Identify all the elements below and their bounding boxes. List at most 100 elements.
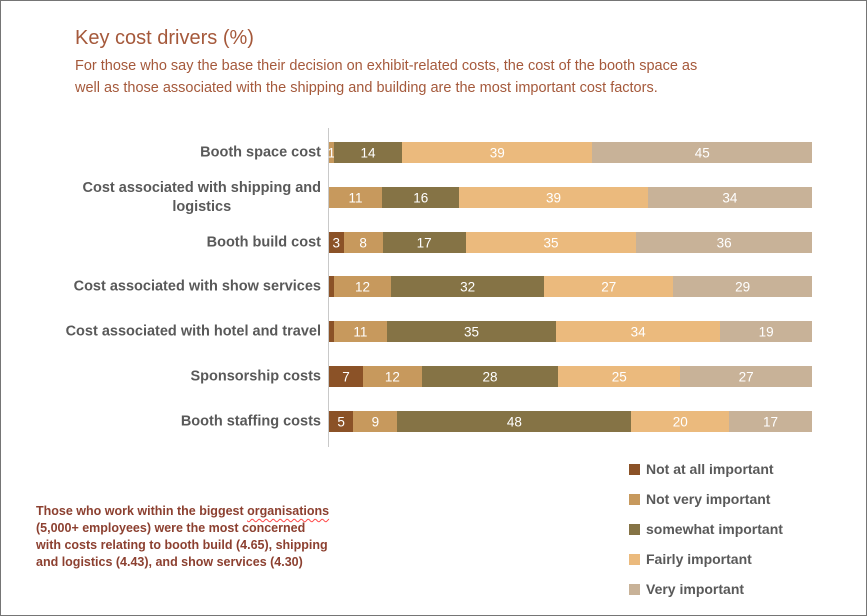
legend-item: somewhat important — [629, 520, 783, 538]
bar-segment: 14 — [333, 142, 403, 163]
bar-row: 11 16 39 34 — [329, 187, 812, 208]
footnote-text-start: Those who work within the biggest — [36, 504, 248, 518]
category-label: Booth staffing costs — [180, 413, 321, 429]
legend-item: Very important — [629, 580, 783, 598]
footnote-misspelled-word: organisations — [247, 504, 330, 518]
bar-segment: 32 — [391, 276, 545, 297]
category-label: Booth space cost — [200, 144, 321, 160]
legend-swatch-icon — [629, 523, 640, 535]
bar-segment-value-label: 39 — [489, 145, 505, 160]
category-label: Cost associated with shipping and logist… — [82, 179, 321, 215]
chart-title: Key cost drivers (%) — [75, 27, 254, 49]
legend-item: Not at all important — [629, 460, 783, 478]
bar-segment-value-label: 9 — [371, 414, 380, 429]
bar-segment-value-label: 28 — [482, 369, 498, 384]
bar-segment-value-label: 45 — [694, 145, 710, 160]
bar-segment: 25 — [558, 366, 681, 387]
bar-segment: 11 — [329, 187, 383, 208]
bar-segment-value-label: 39 — [546, 190, 562, 205]
bar-segment: 12 — [363, 366, 422, 387]
bar-segment-value-label: 7 — [342, 369, 350, 384]
bar-segment-value-label: 34 — [722, 190, 738, 205]
bar-segment-value-label: 19 — [758, 324, 774, 339]
bar-row: 5 9 48 20 17 — [329, 411, 812, 432]
legend-item: Fairly important — [629, 550, 783, 568]
bar-segment — [329, 321, 334, 342]
legend: Not at all important Not very important so… — [629, 460, 783, 598]
bar-row: 12 32 27 29 — [329, 276, 812, 297]
legend-label: Not very important — [646, 491, 771, 507]
chart-subtitle: For those who say the base their decisio… — [75, 58, 698, 96]
legend-swatch-icon — [629, 583, 640, 595]
bar-segment-value-label: 48 — [506, 414, 522, 429]
bar-segment: 3 — [329, 232, 344, 253]
legend-label: somewhat important — [646, 521, 783, 537]
bar-segment: 9 — [353, 411, 398, 432]
bar-segment-value-label: 27 — [601, 279, 617, 294]
footnote-text-end: (5,000+ employees) were the most concern… — [36, 521, 328, 569]
bar-segment-value-label: 27 — [738, 369, 754, 384]
bar-segment: 20 — [631, 411, 730, 432]
bar-segment: 1 — [327, 142, 336, 163]
category-axis-line — [328, 128, 329, 447]
bar-segment-value-label: 14 — [360, 145, 376, 160]
bar-segment: 28 — [421, 366, 559, 387]
bar-segment: 12 — [333, 276, 392, 297]
bar-segment-value-label: 8 — [359, 235, 367, 250]
bar-segment: 16 — [382, 187, 460, 208]
legend-label: Fairly important — [646, 551, 752, 567]
bar-segment: 35 — [465, 232, 637, 253]
bar-segment: 39 — [459, 187, 648, 208]
bar-segment-value-label: 34 — [630, 324, 646, 339]
category-label: Cost associated with hotel and travel — [65, 323, 321, 339]
bar-segment: 39 — [402, 142, 593, 163]
bar-segment: 11 — [333, 321, 387, 342]
bar-segment-value-label: 16 — [413, 190, 429, 205]
legend-item: Not very important — [629, 490, 783, 508]
bar-segment-value-label: 12 — [384, 369, 400, 384]
bar-segment: 5 — [329, 411, 354, 432]
bar-segment-value-label: 1 — [327, 145, 336, 160]
bar-segment-value-label: 5 — [337, 414, 345, 429]
bar-segment-value-label: 35 — [543, 235, 559, 250]
bar-segment: 17 — [729, 411, 812, 432]
bar-segment: 17 — [382, 232, 466, 253]
bar-segment-value-label: 29 — [735, 279, 751, 294]
bar-segment: 29 — [673, 276, 812, 297]
bar-segment: 7 — [329, 366, 364, 387]
legend-swatch-icon — [629, 553, 640, 565]
bar-segment: 48 — [397, 411, 632, 432]
bar-row: 3 8 17 35 36 — [329, 232, 812, 253]
bar-segment: 35 — [386, 321, 556, 342]
legend-label: Not at all important — [646, 461, 774, 477]
bar-row: 7 12 28 25 27 — [329, 366, 812, 387]
category-label: Cost associated with show services — [73, 278, 321, 294]
bar-segment: 27 — [544, 276, 674, 297]
bar-row: 11 35 34 19 — [329, 321, 812, 342]
bar-segment-value-label: 12 — [354, 279, 370, 294]
bar-segment: 27 — [680, 366, 812, 387]
category-label: Booth build cost — [206, 234, 321, 250]
bar-segment-value-label: 36 — [716, 235, 732, 250]
bar-segment: 34 — [556, 321, 721, 342]
category-label: Sponsorship costs — [190, 368, 321, 384]
bar-segment-value-label: 25 — [611, 369, 627, 384]
bar-segment-value-label: 17 — [416, 235, 432, 250]
legend-swatch-icon — [629, 493, 640, 505]
bar-segment-value-label: 32 — [460, 279, 476, 294]
bar-segment — [329, 276, 334, 297]
bar-segment-value-label: 11 — [348, 190, 363, 205]
bar-segment: 36 — [636, 232, 812, 253]
bar-segment-value-label: 11 — [353, 324, 368, 339]
bar-segment: 34 — [647, 187, 812, 208]
bar-segment-value-label: 35 — [463, 324, 479, 339]
legend-swatch-icon — [629, 463, 640, 475]
bar-segment-value-label: 3 — [332, 235, 341, 250]
bar-segment: 8 — [343, 232, 383, 253]
bar-segment-value-label: 17 — [762, 414, 779, 429]
bar-segment-value-label: 20 — [672, 414, 688, 429]
bar-segment: 19 — [720, 321, 812, 342]
bar-segment: 45 — [592, 142, 812, 163]
